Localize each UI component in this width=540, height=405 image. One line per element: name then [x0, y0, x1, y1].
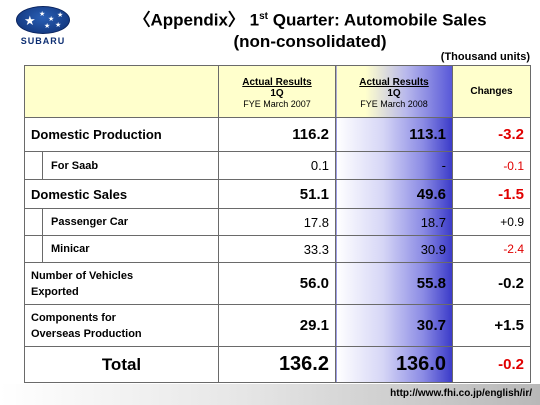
indent-cell	[24, 208, 43, 236]
cell-fye2008: 30.7	[335, 304, 453, 347]
automobile-sales-table: Actual Results 1Q FYE March 2007 Actual …	[24, 65, 531, 383]
indent-cell	[24, 235, 43, 263]
row-label: Domestic Sales	[24, 179, 219, 209]
row-label: Minicar	[42, 235, 219, 263]
cell-change: +0.9	[452, 208, 531, 236]
indent-cell	[24, 151, 43, 180]
header-blank-cell	[24, 65, 219, 118]
column-header-fye2007: Actual Results 1Q FYE March 2007	[218, 65, 336, 118]
cell-fye2008: 30.9	[335, 235, 453, 263]
pleiades-stars-icon: ★ ★ ★ ★ ★ ★	[16, 6, 70, 34]
cell-change: -0.2	[452, 346, 531, 383]
row-label: Domestic Production	[24, 117, 219, 152]
cell-change: -1.5	[452, 179, 531, 209]
cell-fye2008: 18.7	[335, 208, 453, 236]
cell-fye2008: 113.1	[335, 117, 453, 152]
cell-fye2007: 17.8	[218, 208, 336, 236]
row-label: Passenger Car	[42, 208, 219, 236]
cell-fye2008: -	[335, 151, 453, 180]
cell-fye2007: 116.2	[218, 117, 336, 152]
total-row: Total 136.2 136.0 -0.2	[24, 346, 531, 383]
title-line-1: 〈Appendix〉 1st Quarter: Automobile Sales	[133, 10, 487, 30]
cell-fye2008: 55.8	[335, 262, 453, 305]
title-line-2: (non-consolidated)	[233, 31, 387, 51]
table-row: Minicar 33.3 30.9 -2.4	[24, 235, 531, 263]
cell-change: -0.2	[452, 262, 531, 305]
units-note: (Thousand units)	[440, 51, 530, 63]
table-row: For Saab 0.1 - -0.1	[24, 151, 531, 180]
subaru-logo: ★ ★ ★ ★ ★ ★ SUBARU	[12, 6, 74, 48]
cell-fye2007: 136.2	[218, 346, 336, 383]
cell-change: +1.5	[452, 304, 531, 347]
table-row: Components for Overseas Production 29.1 …	[24, 304, 531, 347]
header-row: Actual Results 1Q FYE March 2007 Actual …	[24, 65, 531, 118]
cell-fye2007: 33.3	[218, 235, 336, 263]
cell-fye2008: 136.0	[335, 346, 453, 383]
row-label: Total	[24, 346, 219, 383]
logo-wordmark: SUBARU	[20, 36, 66, 46]
footer-url: http://www.fhi.co.jp/english/ir/	[390, 388, 532, 399]
cell-fye2007: 56.0	[218, 262, 336, 305]
page-title: 〈Appendix〉 1st Quarter: Automobile Sales…	[80, 6, 540, 52]
cell-change: -2.4	[452, 235, 531, 263]
cell-fye2007: 29.1	[218, 304, 336, 347]
row-label: Components for Overseas Production	[24, 304, 219, 347]
table-row: Domestic Sales 51.1 49.6 -1.5	[24, 179, 531, 209]
column-header-changes: Changes	[452, 65, 531, 118]
row-label: For Saab	[42, 151, 219, 180]
cell-fye2008: 49.6	[335, 179, 453, 209]
cell-fye2007: 0.1	[218, 151, 336, 180]
cell-change: -3.2	[452, 117, 531, 152]
table-row: Passenger Car 17.8 18.7 +0.9	[24, 208, 531, 236]
footer-bar: http://www.fhi.co.jp/english/ir/	[0, 384, 540, 405]
row-label: Number of Vehicles Exported	[24, 262, 219, 305]
table-row: Number of Vehicles Exported 56.0 55.8 -0…	[24, 262, 531, 305]
table-row: Domestic Production 116.2 113.1 -3.2	[24, 117, 531, 152]
column-header-fye2008: Actual Results 1Q FYE March 2008	[335, 65, 453, 118]
cell-change: -0.1	[452, 151, 531, 180]
cell-fye2007: 51.1	[218, 179, 336, 209]
